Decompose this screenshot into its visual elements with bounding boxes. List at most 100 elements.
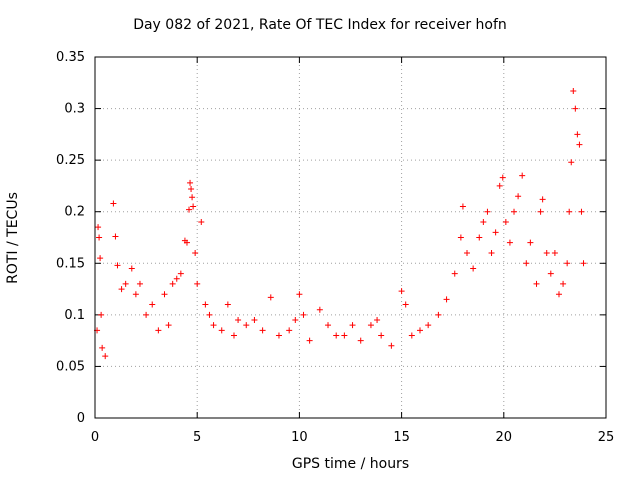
data-point <box>192 249 199 256</box>
data-point <box>251 317 258 324</box>
data-point <box>539 196 546 203</box>
data-point <box>98 311 105 318</box>
data-point <box>398 288 405 295</box>
data-point <box>547 270 554 277</box>
data-point <box>537 208 544 215</box>
data-point <box>186 206 193 213</box>
data-point <box>296 291 303 298</box>
data-point <box>480 219 487 226</box>
y-tick-label: 0.35 <box>56 50 85 65</box>
data-point <box>306 337 313 344</box>
data-point <box>564 260 571 267</box>
data-point <box>576 141 583 148</box>
data-point <box>464 249 471 256</box>
data-point <box>388 342 395 349</box>
data-point <box>515 193 522 200</box>
data-point <box>476 234 483 241</box>
data-point <box>143 311 150 318</box>
data-point <box>566 208 573 215</box>
data-point <box>189 194 196 201</box>
y-tick-label: 0.15 <box>56 256 85 271</box>
data-point <box>378 332 385 339</box>
y-tick-label: 0.25 <box>56 153 85 168</box>
chart-title: Day 082 of 2021, Rate Of TEC Index for r… <box>133 17 507 33</box>
data-point <box>292 317 299 324</box>
data-point <box>555 291 562 298</box>
data-point <box>511 208 518 215</box>
data-point <box>177 270 184 277</box>
data-point <box>161 291 168 298</box>
data-point <box>519 172 526 179</box>
x-tick-label: 10 <box>291 430 308 445</box>
data-point <box>169 280 176 287</box>
data-point <box>325 322 332 329</box>
data-point <box>580 260 587 267</box>
data-point <box>149 301 156 308</box>
data-point <box>560 280 567 287</box>
y-tick-label: 0.1 <box>64 308 85 323</box>
data-point <box>551 249 558 256</box>
data-point <box>484 208 491 215</box>
data-point <box>198 219 205 226</box>
data-point <box>443 296 450 303</box>
data-points <box>94 88 587 360</box>
data-point <box>267 294 274 301</box>
data-point <box>506 239 513 246</box>
data-point <box>470 265 477 272</box>
data-point <box>416 327 423 334</box>
x-axis-label: GPS time / hours <box>291 456 410 472</box>
data-point <box>341 332 348 339</box>
data-point <box>402 301 409 308</box>
x-tick-label: 0 <box>91 430 99 445</box>
data-point <box>190 203 197 210</box>
data-point <box>122 280 129 287</box>
data-point <box>543 249 550 256</box>
data-point <box>173 275 180 282</box>
x-tick-label: 15 <box>393 430 410 445</box>
data-point <box>188 186 195 193</box>
data-point <box>502 219 509 226</box>
data-point <box>374 317 381 324</box>
data-point <box>110 200 117 207</box>
data-point <box>112 233 119 240</box>
data-point <box>202 301 209 308</box>
x-tick-label: 5 <box>193 430 201 445</box>
data-point <box>300 311 307 318</box>
y-tick-label: 0.2 <box>64 205 85 220</box>
data-point <box>572 105 579 112</box>
data-point <box>408 332 415 339</box>
y-axis-label: ROTI / TECUs <box>5 192 21 284</box>
data-point <box>97 255 104 262</box>
data-point <box>488 249 495 256</box>
data-point <box>457 234 464 241</box>
data-point <box>183 239 190 246</box>
y-tick-label: 0 <box>77 411 85 426</box>
x-tick-label: 25 <box>598 430 615 445</box>
y-tick-label: 0.3 <box>64 102 85 117</box>
data-point <box>165 322 172 329</box>
data-point <box>570 88 577 95</box>
data-point <box>523 260 530 267</box>
data-point <box>194 280 201 287</box>
data-point <box>425 322 432 329</box>
data-point <box>568 159 575 166</box>
x-tick-label: 20 <box>496 430 513 445</box>
data-point <box>435 311 442 318</box>
data-point <box>496 182 503 189</box>
data-point <box>349 322 356 329</box>
data-point <box>155 327 162 334</box>
data-point <box>243 322 250 329</box>
axis-ticks: 0 0.05 0.1 0.15 0.2 0.25 0.3 0.35 0 5 10 15 20 25 <box>56 50 614 445</box>
plot-frame <box>94 56 607 419</box>
grid-lines <box>95 57 606 418</box>
data-point <box>316 306 323 313</box>
data-point <box>118 286 125 293</box>
data-point <box>95 224 102 231</box>
data-point <box>527 239 534 246</box>
data-point <box>574 131 581 138</box>
data-point <box>102 353 109 360</box>
data-point <box>367 322 374 329</box>
data-point <box>451 270 458 277</box>
data-point <box>136 280 143 287</box>
data-point <box>96 234 103 241</box>
